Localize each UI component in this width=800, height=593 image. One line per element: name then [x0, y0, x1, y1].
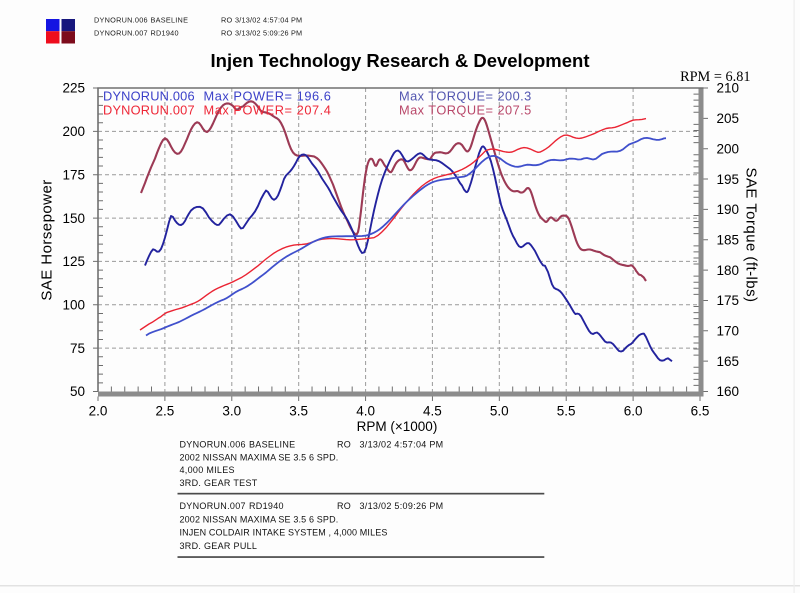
svg-text:160: 160	[717, 384, 740, 399]
svg-text:150: 150	[62, 211, 85, 226]
svg-text:RO: RO	[337, 501, 351, 511]
svg-text:205: 205	[717, 111, 740, 126]
svg-text:4.5: 4.5	[423, 404, 442, 419]
svg-text:185: 185	[717, 232, 740, 247]
svg-text:3/13/02 5:09:26 PM: 3/13/02 5:09:26 PM	[360, 501, 444, 511]
svg-text:INJEN COLDAIR INTAKE SYSTEM ,: INJEN COLDAIR INTAKE SYSTEM , 4,000 MILE…	[180, 528, 388, 538]
svg-text:50: 50	[70, 384, 85, 399]
svg-text:3/13/02 5:09:26 PM: 3/13/02 5:09:26 PM	[235, 29, 302, 38]
svg-text:200: 200	[717, 141, 740, 156]
svg-text:2.5: 2.5	[156, 404, 175, 419]
svg-text:Max TORQUE= 207.5: Max TORQUE= 207.5	[399, 102, 532, 117]
svg-text:Max TORQUE= 200.3: Max TORQUE= 200.3	[399, 89, 532, 104]
svg-text:Max POWER= 207.4: Max POWER= 207.4	[204, 102, 332, 117]
svg-text:DYNORUN.007: DYNORUN.007	[103, 102, 195, 117]
svg-text:175: 175	[717, 293, 740, 308]
svg-text:180: 180	[717, 263, 740, 278]
svg-text:225: 225	[62, 81, 85, 96]
svg-text:DYNORUN.006: DYNORUN.006	[103, 89, 195, 104]
svg-text:DYNORUN.007: DYNORUN.007	[94, 29, 148, 38]
svg-text:BASELINE: BASELINE	[151, 16, 189, 25]
svg-text:125: 125	[62, 254, 85, 269]
svg-text:3/13/02 4:57:04 PM: 3/13/02 4:57:04 PM	[235, 16, 302, 25]
svg-text:165: 165	[717, 354, 740, 369]
svg-text:RPM = 6.81: RPM = 6.81	[680, 69, 750, 85]
svg-text:4,000 MILES: 4,000 MILES	[180, 465, 235, 475]
svg-text:195: 195	[717, 172, 740, 187]
svg-text:5.0: 5.0	[490, 404, 509, 419]
svg-text:Injen Technology Research & De: Injen Technology Research & Development	[211, 50, 590, 71]
svg-text:6.0: 6.0	[624, 404, 643, 419]
svg-text:200: 200	[62, 124, 85, 139]
svg-text:75: 75	[70, 341, 85, 356]
svg-text:190: 190	[717, 202, 740, 217]
svg-text:SAE Torque (ft-lbs): SAE Torque (ft-lbs)	[743, 168, 760, 303]
svg-text:175: 175	[62, 167, 85, 182]
svg-text:3.0: 3.0	[222, 404, 241, 419]
svg-text:100: 100	[62, 298, 85, 313]
svg-text:6.5: 6.5	[691, 404, 710, 419]
svg-text:RPM (×1000): RPM (×1000)	[357, 419, 438, 434]
svg-text:3/13/02 4:57:04 PM: 3/13/02 4:57:04 PM	[360, 440, 444, 450]
svg-text:2002 NISSAN MAXIMA SE 3.5 6 SP: 2002 NISSAN MAXIMA SE 3.5 6 SPD.	[180, 514, 339, 524]
svg-text:DYNORUN.006: DYNORUN.006	[94, 16, 148, 25]
svg-text:4.0: 4.0	[356, 404, 375, 419]
svg-text:DYNORUN.007: DYNORUN.007	[180, 501, 246, 511]
svg-text:3RD. GEAR TEST: 3RD. GEAR TEST	[180, 478, 258, 488]
svg-text:RO: RO	[221, 16, 232, 25]
svg-text:RD1940: RD1940	[151, 29, 179, 38]
svg-text:SAE Horsepower: SAE Horsepower	[39, 179, 56, 300]
svg-text:DYNORUN.006: DYNORUN.006	[180, 440, 246, 450]
svg-text:Max POWER= 196.6: Max POWER= 196.6	[204, 89, 332, 104]
svg-text:RO: RO	[221, 29, 232, 38]
svg-text:2.0: 2.0	[89, 404, 108, 419]
svg-text:RD1940: RD1940	[249, 501, 284, 511]
svg-text:170: 170	[717, 324, 740, 339]
svg-text:3RD. GEAR PULL: 3RD. GEAR PULL	[180, 541, 258, 551]
svg-text:5.5: 5.5	[557, 404, 576, 419]
svg-text:3.5: 3.5	[289, 404, 308, 419]
svg-text:210: 210	[717, 81, 740, 96]
svg-text:BASELINE: BASELINE	[249, 440, 295, 450]
svg-text:RO: RO	[337, 440, 351, 450]
svg-text:2002 NISSAN MAXIMA SE 3.5 6 SP: 2002 NISSAN MAXIMA SE 3.5 6 SPD.	[180, 452, 339, 462]
